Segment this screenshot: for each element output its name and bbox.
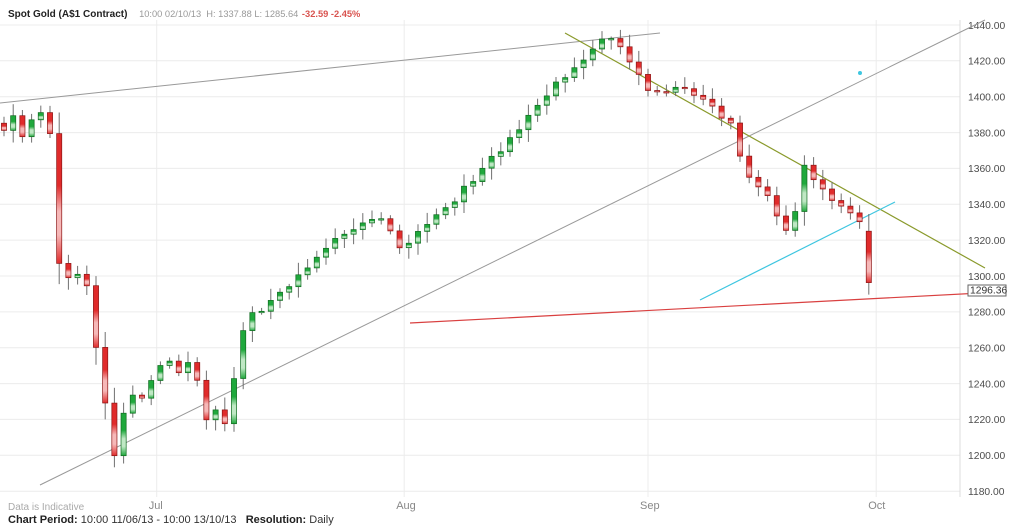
svg-text:1380.00: 1380.00 xyxy=(968,128,1005,139)
svg-text:1240.00: 1240.00 xyxy=(968,379,1005,390)
svg-text:Jul: Jul xyxy=(149,500,163,512)
svg-text:Sep: Sep xyxy=(640,500,660,512)
svg-text:1320.00: 1320.00 xyxy=(968,236,1005,247)
svg-text:1420.00: 1420.00 xyxy=(968,57,1005,68)
svg-text:1440.00: 1440.00 xyxy=(968,21,1005,32)
svg-text:1340.00: 1340.00 xyxy=(968,200,1005,211)
svg-text:1200.00: 1200.00 xyxy=(968,451,1005,462)
svg-text:1300.00: 1300.00 xyxy=(968,272,1005,283)
svg-text:1296.36: 1296.36 xyxy=(970,286,1007,297)
svg-text:1220.00: 1220.00 xyxy=(968,415,1005,426)
svg-text:1360.00: 1360.00 xyxy=(968,164,1005,175)
svg-text:1280.00: 1280.00 xyxy=(968,308,1005,319)
svg-text:1400.00: 1400.00 xyxy=(968,93,1005,104)
svg-text:1180.00: 1180.00 xyxy=(968,487,1005,498)
svg-text:1260.00: 1260.00 xyxy=(968,344,1005,355)
svg-text:Aug: Aug xyxy=(396,500,416,512)
svg-text:Oct: Oct xyxy=(868,500,885,512)
